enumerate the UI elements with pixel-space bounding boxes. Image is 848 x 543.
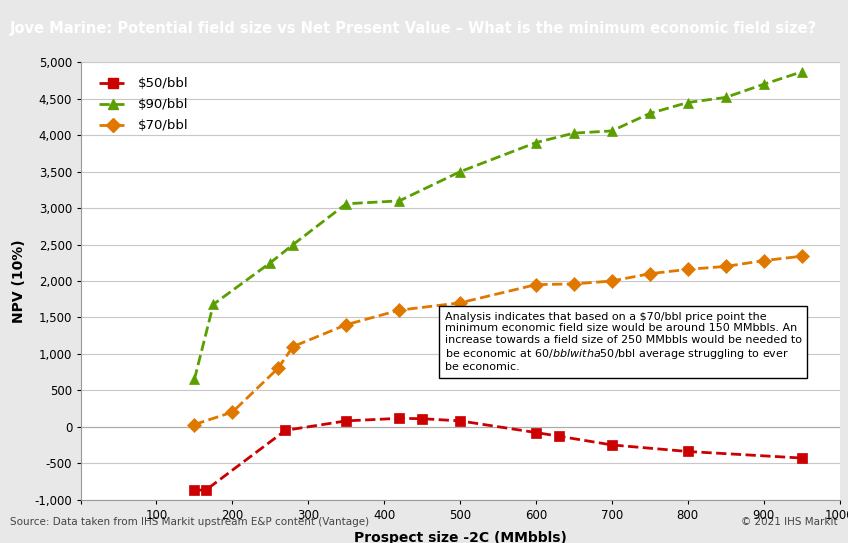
- Legend: $50/bbl, $90/bbl, $70/bbl: $50/bbl, $90/bbl, $70/bbl: [95, 73, 192, 136]
- Text: Analysis indicates that based on a $70/bbl price point the
minimum economic fiel: Analysis indicates that based on a $70/b…: [445, 312, 802, 372]
- Text: Source: Data taken from IHS Markit upstream E&P content (Vantage): Source: Data taken from IHS Markit upstr…: [10, 517, 369, 527]
- Y-axis label: NPV (10%): NPV (10%): [12, 239, 26, 323]
- X-axis label: Prospect size -2C (MMbbls): Prospect size -2C (MMbbls): [354, 531, 566, 543]
- Text: Jove Marine: Potential field size vs Net Present Value – What is the minimum eco: Jove Marine: Potential field size vs Net…: [10, 21, 817, 36]
- Text: © 2021 IHS Markit: © 2021 IHS Markit: [741, 517, 838, 527]
